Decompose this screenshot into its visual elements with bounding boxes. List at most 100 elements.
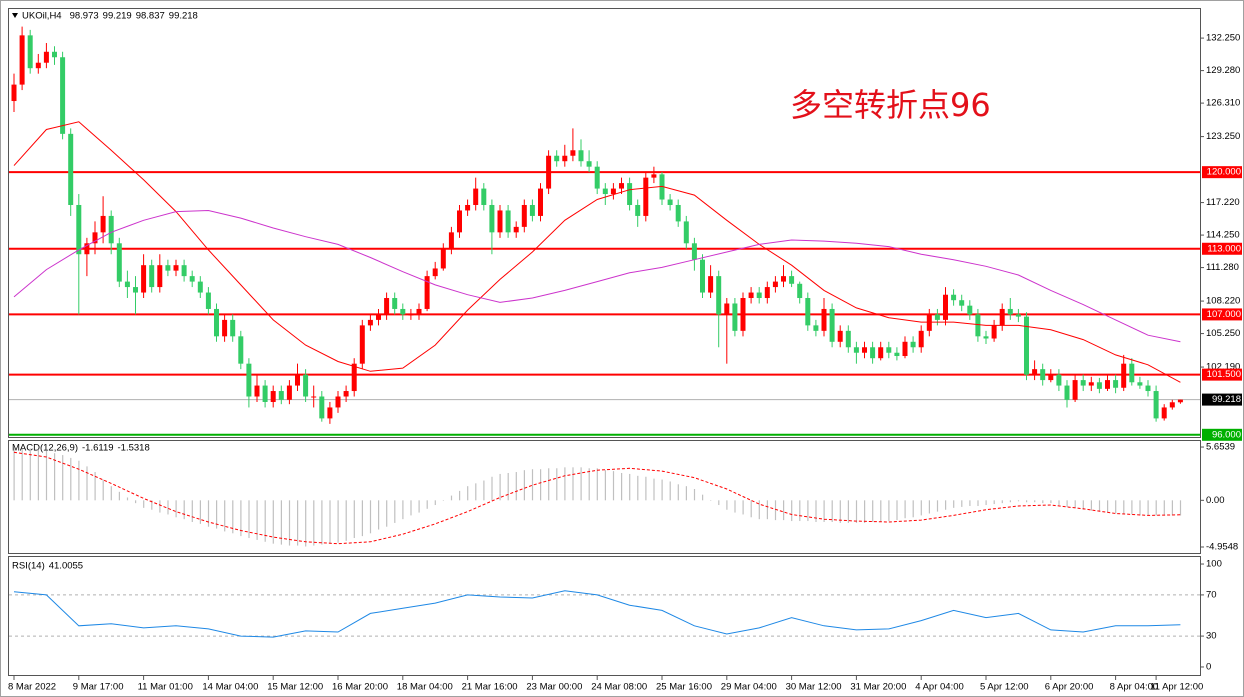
macd-bar (70, 457, 72, 501)
candle-body (1015, 314, 1021, 317)
candle-body (764, 287, 770, 299)
candle-body (133, 287, 138, 293)
annotation: 多空转折点96 (790, 86, 991, 124)
macd-bar (62, 455, 64, 501)
macd-bar (143, 500, 145, 508)
macd-bar (159, 500, 161, 513)
candle-body (84, 243, 90, 255)
macd-bar (86, 466, 88, 501)
candle-body (934, 314, 940, 320)
candle-body (554, 155, 560, 162)
y-tick-label: 129.280 (1206, 65, 1240, 76)
low-value: 98.837 (136, 11, 165, 22)
candle-body (781, 276, 786, 282)
macd-bar (993, 500, 995, 505)
candle-body (489, 204, 495, 233)
macd-bar (766, 500, 768, 520)
candle-body (708, 276, 714, 293)
candle-body (448, 232, 454, 249)
candle-body (1040, 369, 1046, 381)
candle-body (473, 188, 479, 205)
macd-bar (661, 479, 663, 501)
x-tick-label: 8 Apr 04:00 (1110, 682, 1159, 693)
macd-bar (1179, 500, 1182, 516)
candle-body (619, 183, 624, 189)
candle-body (1153, 391, 1159, 419)
candle-body (189, 276, 195, 282)
candle-body (691, 243, 697, 260)
macd-bar (280, 500, 282, 545)
macd-bar (847, 500, 849, 523)
candle-body (286, 385, 292, 400)
macd-bar (386, 500, 388, 527)
candle-body (991, 325, 997, 339)
macd-bar (102, 479, 104, 501)
macd-bar (442, 500, 444, 501)
candle-body (902, 341, 908, 357)
candle-body (813, 325, 819, 331)
macd-bar (653, 478, 655, 501)
candle-body (108, 215, 114, 244)
macd-bar (369, 500, 372, 534)
macd-bar (961, 500, 963, 507)
y-tick-label: 0 (1206, 661, 1211, 672)
level-label: 96.000 (1212, 429, 1241, 440)
macd-bar (151, 500, 153, 510)
macd-bar (1098, 500, 1101, 512)
candle-body (1007, 308, 1013, 315)
macd-bar (1107, 500, 1109, 513)
moving-average (13, 121, 1181, 383)
macd-bar (1026, 500, 1028, 503)
x-tick-label: 16 Mar 20:00 (332, 682, 388, 693)
x-tick-label: 24 Mar 08:00 (591, 682, 647, 693)
candle-body (505, 210, 511, 233)
macd-bar (904, 500, 906, 519)
candle-body (643, 177, 649, 216)
candle-body (910, 341, 916, 348)
candle-body (1072, 380, 1078, 400)
macd-bar (175, 500, 177, 518)
candle-body (181, 265, 187, 277)
macd-bar (1034, 500, 1036, 503)
macd-bar (475, 483, 477, 501)
x-tick-label: 4 Apr 04:00 (915, 682, 964, 693)
macd-bar (410, 500, 412, 516)
macd-bar (977, 500, 979, 506)
x-tick-label: 9 Mar 17:00 (73, 682, 124, 693)
macd-bar (823, 500, 825, 522)
y-tick-label: 102.190 (1206, 362, 1240, 373)
macd-bar (329, 500, 331, 544)
macd-bar (507, 472, 509, 501)
candle-body (683, 221, 689, 244)
macd-bar (467, 486, 469, 501)
rsi-label: RSI(14) (12, 561, 45, 572)
candle-body (878, 347, 884, 359)
macd-bar (353, 500, 355, 539)
candle-body (1161, 407, 1167, 419)
macd-bar (1082, 500, 1084, 510)
candle-body (52, 51, 57, 58)
macd-bar (734, 500, 736, 513)
indicator-value: -1.5318 (118, 443, 150, 454)
level-label-box (1202, 368, 1242, 381)
macd-bar (604, 470, 606, 501)
macd-bar (1050, 500, 1052, 504)
x-tick-label: 23 Mar 00:00 (526, 682, 582, 693)
candle-body (610, 188, 616, 195)
macd-bar (288, 500, 291, 546)
macd-bar (1017, 500, 1020, 502)
macd-bar (953, 500, 955, 508)
macd-bar (864, 500, 866, 523)
candle-body (197, 281, 203, 293)
macd-bar (1058, 500, 1060, 506)
candle-body (926, 314, 932, 331)
candle-body (862, 347, 867, 353)
macd-bar (305, 500, 307, 547)
macd-bar (580, 467, 582, 501)
symbol-menu-icon[interactable] (12, 13, 18, 18)
candle-body (351, 363, 357, 392)
price-panel-border (8, 8, 1201, 438)
candle-body (319, 396, 325, 419)
x-tick-label: 14 Mar 04:00 (202, 682, 258, 693)
